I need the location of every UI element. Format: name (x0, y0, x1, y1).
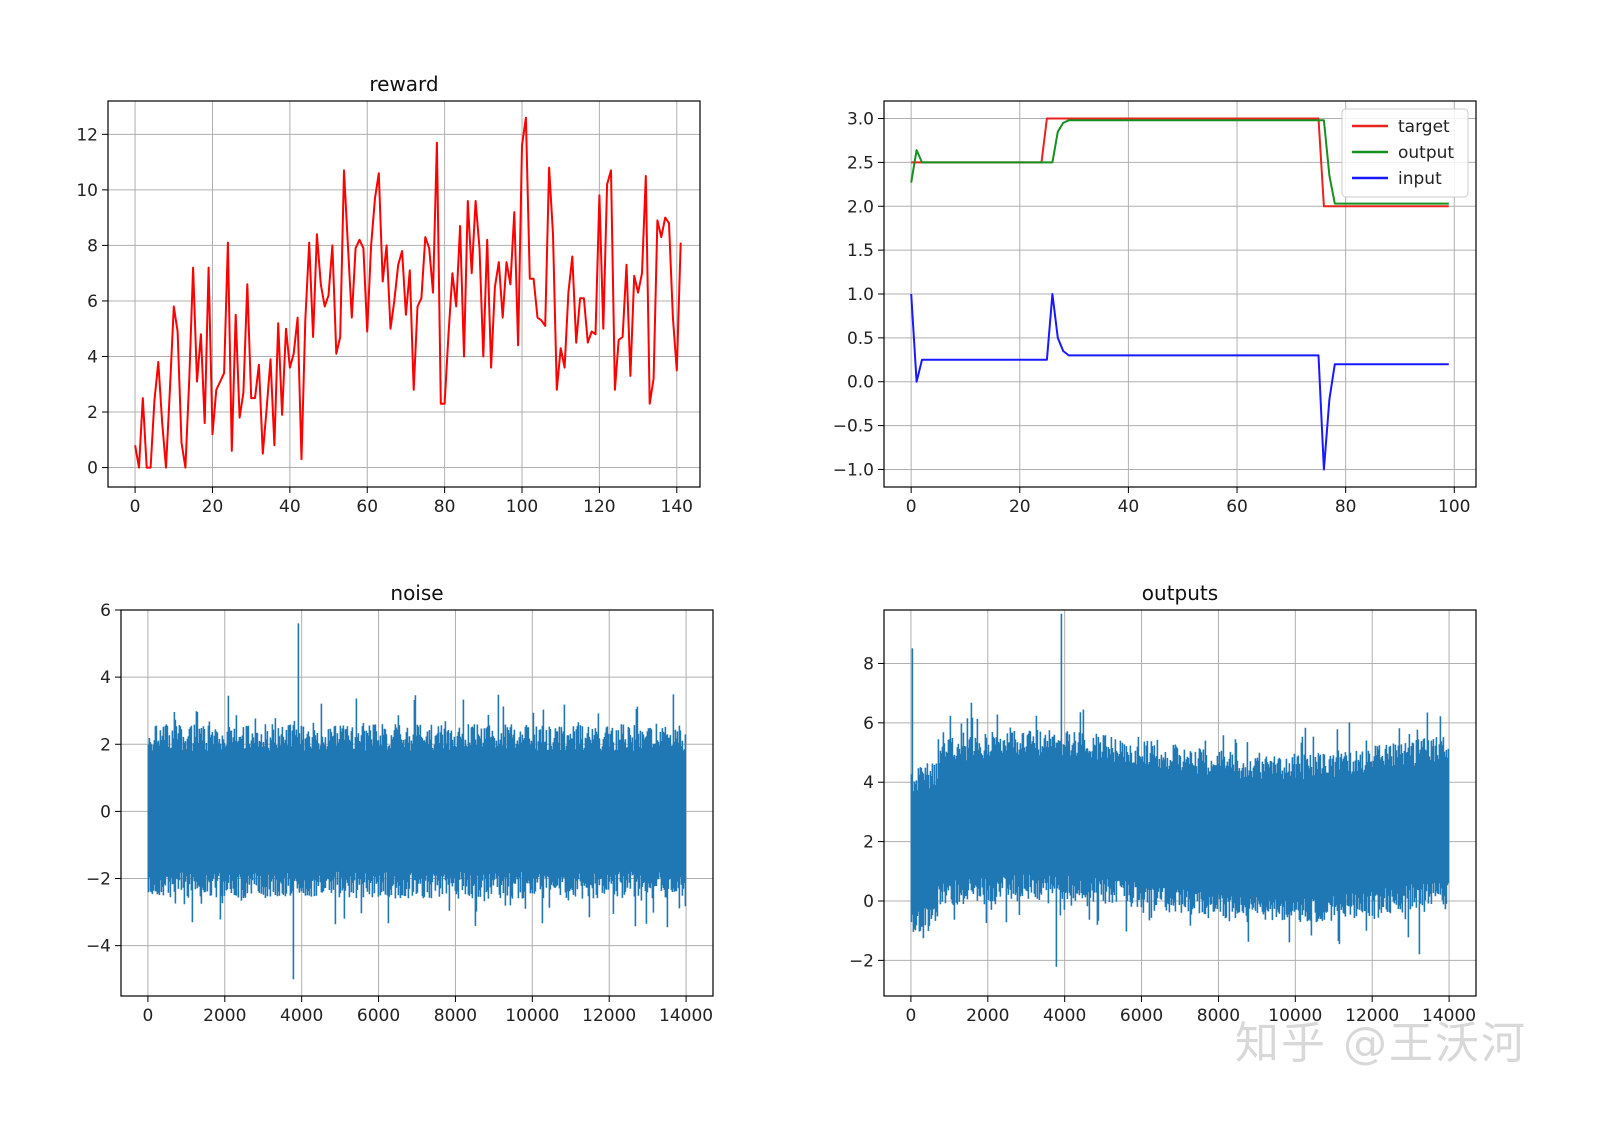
y-tick-label: 0 (863, 892, 874, 912)
y-tick-label: −2 (86, 870, 111, 890)
x-tick-label: 4000 (1043, 1006, 1086, 1026)
legend-label: output (1398, 143, 1454, 163)
y-tick-label: −0.5 (833, 417, 874, 437)
y-tick-label: 12 (76, 125, 98, 145)
plot-area (910, 613, 1450, 967)
x-tick-label: 8000 (1197, 1006, 1240, 1026)
y-tick-label: 2 (87, 403, 98, 423)
series-line (147, 623, 687, 980)
legend: target output input (1341, 108, 1469, 198)
y-tick-label: 2 (100, 735, 111, 755)
plot-area (134, 116, 682, 469)
x-tick-label: 40 (1118, 497, 1140, 517)
x-tick-label: 60 (1226, 497, 1248, 517)
input-series-line (910, 293, 1449, 471)
x-tick-label: 4000 (280, 1006, 323, 1026)
y-tick-label: 6 (863, 714, 874, 734)
x-tick-label: 20 (1009, 497, 1031, 517)
y-tick-label: 1.5 (847, 241, 874, 261)
y-tick-label: 4 (87, 347, 98, 367)
x-tick-label: 100 (506, 497, 538, 517)
axes-frame (107, 100, 701, 488)
x-tick-label: 10000 (1268, 1006, 1322, 1026)
watermark: 知乎 @王沃河 (1235, 1018, 1527, 1069)
x-tick-label: 40 (279, 497, 301, 517)
x-tick-label: 0 (142, 1006, 153, 1026)
y-tick-label: 0.5 (847, 329, 874, 349)
x-tick-label: 100 (1438, 497, 1470, 517)
chart-title: reward (369, 72, 438, 96)
y-tick-label: 3.0 (847, 110, 874, 130)
x-tick-label: 14000 (659, 1006, 713, 1026)
x-tick-label: 140 (661, 497, 693, 517)
y-tick-label: −1.0 (833, 460, 874, 480)
y-tick-label: 0 (100, 802, 111, 822)
y-tick-label: 6 (87, 292, 98, 312)
y-tick-label: 4 (100, 668, 111, 688)
noise-chart: 0 2000 4000 6000 8000 10000 12000 14000 −4 −2 0 2 4 6… (86, 581, 714, 1026)
x-tick-label: 120 (583, 497, 615, 517)
x-tick-label: 8000 (434, 1006, 477, 1026)
x-tick-label: 10000 (505, 1006, 559, 1026)
x-tick-label: 0 (130, 497, 141, 517)
chart-title: noise (390, 581, 443, 605)
legend-box (1341, 108, 1469, 198)
y-tick-label: 8 (863, 654, 874, 674)
legend-label: input (1398, 169, 1442, 189)
x-tick-label: 2000 (966, 1006, 1009, 1026)
x-tick-label: 0 (906, 497, 917, 517)
plot-area (147, 623, 687, 980)
series-line (134, 116, 682, 469)
x-tick-label: 20 (202, 497, 224, 517)
x-tick-label: 14000 (1422, 1006, 1476, 1026)
x-tick-label: 0 (905, 1006, 916, 1026)
y-tick-label: 8 (87, 236, 98, 256)
x-tick-label: 6000 (1120, 1006, 1163, 1026)
x-tick-label: 80 (1335, 497, 1357, 517)
y-tick-label: −2 (849, 951, 874, 971)
y-tick-label: 10 (76, 181, 98, 201)
target-output-input-chart: 0 20 40 60 80 100 −1.0 −0.5 0.0 0.5 1.0 1.5 2.0 2.5 3.… (833, 100, 1477, 517)
plot-area (910, 117, 1449, 471)
axes-frame (883, 609, 1477, 997)
x-tick-label: 12000 (1345, 1006, 1399, 1026)
y-tick-label: 0 (87, 459, 98, 479)
y-tick-label: 0.0 (847, 373, 874, 393)
axes-frame (120, 609, 714, 997)
y-tick-label: 2 (863, 833, 874, 853)
series-line (910, 613, 1450, 967)
y-tick-label: 2.0 (847, 197, 874, 217)
x-tick-label: 12000 (582, 1006, 636, 1026)
x-tick-label: 80 (434, 497, 456, 517)
y-tick-label: 4 (863, 773, 874, 793)
y-tick-label: 1.0 (847, 285, 874, 305)
x-tick-label: 6000 (357, 1006, 400, 1026)
y-tick-label: 6 (100, 601, 111, 621)
legend-label: target (1398, 117, 1450, 137)
chart-title: outputs (1142, 581, 1218, 605)
reward-chart: 0 20 40 60 80 100 120 140 0 2 4 6 8 10 12 reward (76, 72, 701, 517)
output-series-line (910, 119, 1449, 205)
y-tick-label: −4 (86, 937, 111, 957)
x-tick-label: 2000 (203, 1006, 246, 1026)
y-tick-label: 2.5 (847, 153, 874, 173)
outputs-chart: 0 2000 4000 6000 8000 10000 12000 14000 −2 0 2 4 6 8 o… (849, 581, 1477, 1026)
x-tick-label: 60 (356, 497, 378, 517)
